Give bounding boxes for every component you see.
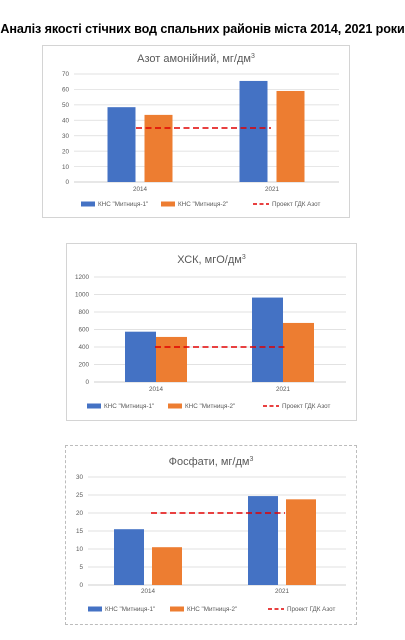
y-tick-label: 200 (78, 362, 89, 369)
chart-cod: ХСК, мгО/дм3 0 200 400 600 800 1000 1200 2014 202… (66, 243, 357, 421)
legend-label: КНС "Митниця-1" (98, 201, 148, 208)
bar-series2-2014 (152, 547, 182, 585)
y-tick-label: 30 (62, 133, 70, 140)
y-tick-label: 15 (76, 528, 84, 535)
page-title: Аналіз якості стічних вод спальних район… (0, 22, 405, 36)
y-tick-label: 25 (76, 492, 84, 499)
bar-series1-2014 (107, 107, 136, 182)
chart-svg: Азот амонійний, мг/дм3 0 10 20 30 40 50 60 70 201… (62, 53, 339, 208)
y-tick-label: 600 (78, 327, 89, 334)
y-tick-label: 20 (76, 510, 84, 517)
x-tick-label: 2021 (265, 186, 280, 193)
y-tick-label: 10 (76, 546, 84, 553)
legend-label: КНС "Митниця-2" (187, 606, 237, 613)
legend-label: КНС "Митниця-2" (178, 201, 228, 208)
y-tick-label: 40 (62, 117, 70, 124)
legend-swatch (161, 201, 175, 207)
legend-swatch (88, 606, 102, 612)
legend-swatch (81, 201, 95, 207)
legend-swatch (168, 403, 182, 409)
bar-series2-2014 (156, 336, 187, 382)
chart-title: Фосфати, мг/дм3 (169, 456, 254, 468)
chart-svg: ХСК, мгО/дм3 0 200 400 600 800 1000 1200 2014 202… (75, 254, 346, 410)
y-tick-label: 1200 (75, 274, 90, 281)
y-tick-label: 800 (78, 309, 89, 316)
y-tick-label: 20 (62, 148, 70, 155)
y-tick-label: 60 (62, 87, 70, 94)
legend-swatch (87, 403, 101, 409)
x-tick-label: 2021 (275, 588, 290, 595)
legend-label: Проект ГДК Азот (272, 201, 321, 208)
legend-label: КНС "Митниця-1" (104, 403, 154, 410)
y-tick-label: 5 (79, 564, 83, 571)
y-tick-label: 50 (62, 102, 70, 109)
chart-phosphates: Фосфати, мг/дм3 0 5 10 15 20 25 30 2014 2021 КНС "… (65, 445, 357, 625)
y-tick-label: 1000 (75, 292, 90, 299)
chart-title: ХСК, мгО/дм3 (177, 254, 246, 266)
legend-label: Проект ГДК Азот (282, 403, 331, 410)
y-tick-label: 400 (78, 344, 89, 351)
y-tick-label: 0 (65, 179, 69, 186)
legend-swatch (170, 606, 184, 612)
bar-series2-2021 (276, 90, 305, 182)
bar-series1-2014 (125, 331, 156, 382)
bar-series1-2021 (248, 496, 278, 585)
legend-label: КНС "Митниця-2" (185, 403, 235, 410)
y-tick-label: 70 (62, 71, 70, 78)
legend-label: Проект ГДК Азот (287, 606, 336, 613)
x-tick-label: 2014 (133, 186, 148, 193)
legend-label: КНС "Митниця-1" (105, 606, 155, 613)
y-tick-label: 0 (79, 582, 83, 589)
x-tick-label: 2021 (276, 386, 291, 393)
bar-series2-2021 (286, 499, 316, 585)
bar-series2-2021 (283, 322, 314, 382)
chart-ammonium-nitrogen: Азот амонійний, мг/дм3 0 10 20 30 40 50 60 70 201… (42, 45, 350, 218)
bar-series1-2021 (239, 80, 268, 182)
chart-svg: Фосфати, мг/дм3 0 5 10 15 20 25 30 2014 2021 КНС "… (76, 456, 346, 613)
y-tick-label: 10 (62, 164, 70, 171)
y-tick-label: 0 (85, 379, 89, 386)
y-tick-label: 30 (76, 474, 84, 481)
x-tick-label: 2014 (141, 588, 156, 595)
x-tick-label: 2014 (149, 386, 164, 393)
bar-series2-2014 (144, 114, 173, 182)
bar-series1-2021 (252, 297, 283, 382)
chart-title: Азот амонійний, мг/дм3 (137, 53, 255, 65)
bar-series1-2014 (114, 529, 144, 585)
